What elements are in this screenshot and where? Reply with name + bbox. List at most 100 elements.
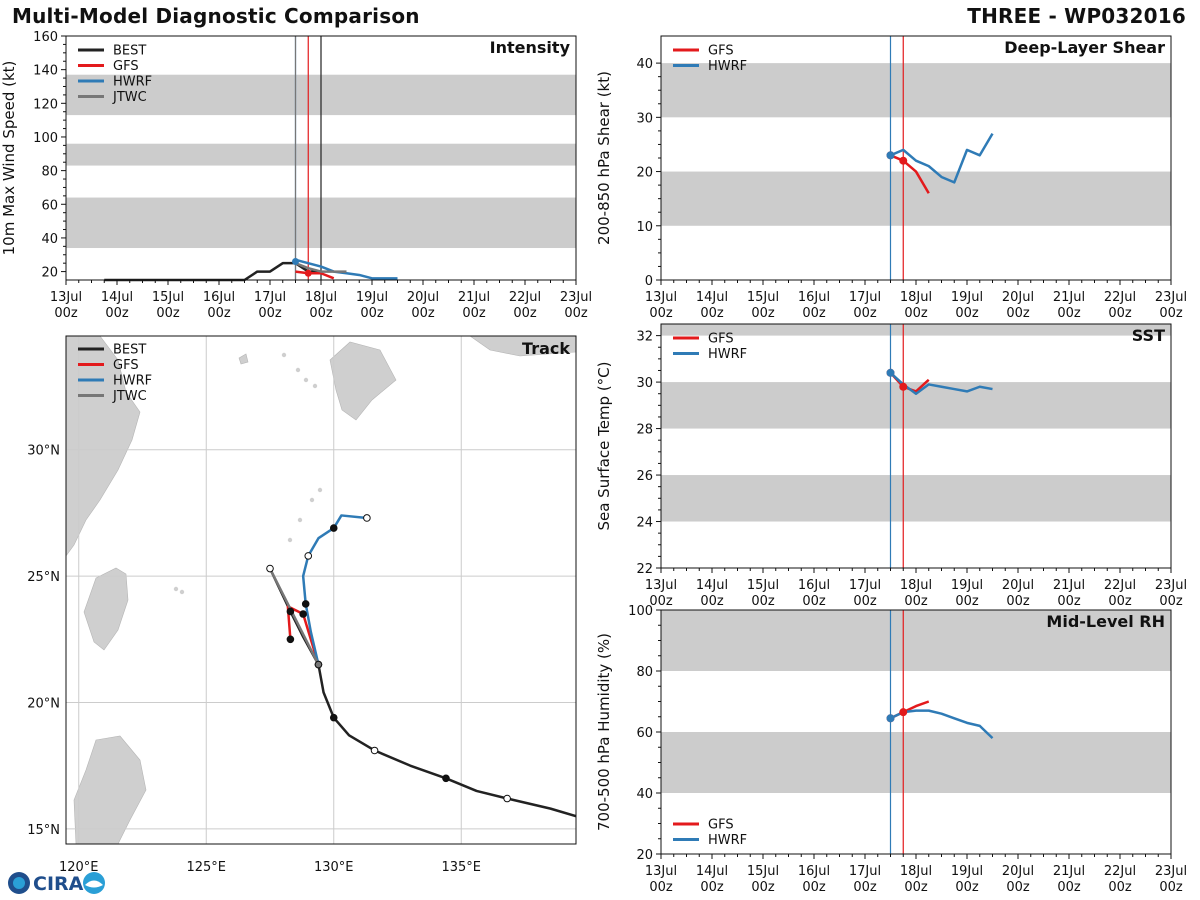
rh-x-tick-label: 00z (1057, 880, 1081, 895)
philippines-land (73, 735, 147, 844)
island-land (238, 353, 249, 365)
sst-y-tick-label: 24 (636, 516, 653, 531)
track-x-tick-label: 120°E (59, 860, 99, 875)
shear-y-tick-label: 40 (636, 57, 653, 72)
sst-x-tick-label: 22Jul (1104, 578, 1136, 593)
shear-x-tick-label: 15Jul (747, 290, 779, 305)
track-x-tick-label: 130°E (314, 860, 354, 875)
intensity-y-tick-label: 160 (33, 30, 58, 45)
shear-x-tick-label: 00z (751, 306, 775, 321)
track-position-marker (442, 774, 450, 783)
shear-x-tick-label: 22Jul (1104, 290, 1136, 305)
logo-text: CIRA (33, 873, 84, 895)
shear-x-tick-label: 00z (1006, 306, 1030, 321)
sst-x-tick-label: 14Jul (696, 578, 728, 593)
small-island-land (287, 537, 293, 543)
shear-x-tick-label: 00z (1108, 306, 1132, 321)
shear-series-hwrf (890, 132, 994, 184)
small-island-land (303, 377, 309, 383)
track-plot-area (66, 336, 576, 844)
rh-x-tick-label: 14Jul (696, 864, 728, 879)
track-frame (65, 335, 577, 845)
intensity-x-tick-label: 00z (411, 306, 435, 321)
shear-legend-label-gfs: GFS (708, 44, 734, 59)
shear-x-tick-label: 00z (802, 306, 826, 321)
shear-y-tick-label: 10 (636, 220, 653, 235)
rh-x-tick-label: 00z (853, 880, 877, 895)
track-position-marker (363, 514, 371, 522)
intensity-y-tick-label: 20 (41, 266, 58, 281)
shear-y-axis-label: 200-850 hPa Shear (kt) (595, 71, 613, 245)
track-position-marker (314, 660, 323, 669)
sst-x-tick-label: 00z (1159, 594, 1183, 609)
intensity-x-tick-label: 00z (156, 306, 180, 321)
rh-x-tick-label: 00z (751, 880, 775, 895)
sst-x-tick-label: 00z (853, 594, 877, 609)
rh-y-axis-label: 700-500 hPa Humidity (%) (595, 633, 613, 831)
shear-x-tick-label: 00z (853, 306, 877, 321)
sst-x-tick-label: 00z (1057, 594, 1081, 609)
shear-x-tick-label: 00z (700, 306, 724, 321)
rh-x-tick-label: 00z (649, 880, 673, 895)
rh-y-tick-label: 40 (636, 787, 653, 802)
intensity-y-axis-label: 10m Max Wind Speed (kt) (0, 61, 18, 256)
intensity-x-tick-label: 00z (462, 306, 486, 321)
rh-x-tick-label: 23Jul (1155, 864, 1187, 879)
intensity-x-tick-label: 00z (513, 306, 537, 321)
sst-x-tick-label: 18Jul (900, 578, 932, 593)
intensity-x-tick-label: 00z (54, 306, 78, 321)
rh-x-tick-label: 22Jul (1104, 864, 1136, 879)
track-legend-label-gfs: GFS (113, 358, 139, 373)
small-island-land (179, 589, 185, 595)
intensity-legend-label-hwrf: HWRF (113, 75, 152, 90)
rh-x-tick-label: 00z (1159, 880, 1183, 895)
shear-x-tick-label: 00z (649, 306, 673, 321)
shear-x-tick-label: 13Jul (645, 290, 677, 305)
sst-x-tick-label: 16Jul (798, 578, 830, 593)
intensity-y-tick-label: 60 (41, 198, 58, 213)
sst-y-tick-label: 26 (636, 469, 653, 484)
sst-legend-label-hwrf: HWRF (708, 347, 747, 362)
intensity-panel-title: Intensity (490, 38, 571, 57)
intensity-x-tick-label: 20Jul (407, 290, 439, 305)
sst-x-tick-label: 20Jul (1002, 578, 1034, 593)
rh-x-tick-label: 00z (700, 880, 724, 895)
figure-title: Multi-Model Diagnostic Comparison (12, 4, 420, 28)
sst-x-tick-label: 17Jul (849, 578, 881, 593)
shear-x-tick-label: 00z (1159, 306, 1183, 321)
sst-x-tick-label: 19Jul (951, 578, 983, 593)
intensity-x-tick-label: 00z (207, 306, 231, 321)
intensity-x-tick-label: 13Jul (50, 290, 82, 305)
track-position-marker (304, 552, 313, 560)
track-position-marker (299, 610, 307, 618)
shear-x-tick-label: 19Jul (951, 290, 983, 305)
sst-y-tick-label: 32 (636, 330, 653, 345)
sst-x-tick-label: 15Jul (747, 578, 779, 593)
sst-shaded-band (661, 475, 1171, 522)
rh-x-tick-label: 00z (802, 880, 826, 895)
intensity-series-gfs (295, 270, 335, 280)
intensity-y-tick-label: 40 (41, 232, 58, 247)
track-position-marker (329, 524, 338, 532)
sst-plot-area (661, 324, 1171, 568)
rh-x-tick-label: 00z (1108, 880, 1132, 895)
intensity-x-tick-label: 00z (309, 306, 333, 321)
shear-y-tick-label: 30 (636, 111, 653, 126)
intensity-x-tick-label: 00z (360, 306, 384, 321)
shear-marker (899, 156, 908, 165)
intensity-x-tick-label: 00z (258, 306, 282, 321)
track-position-marker (286, 607, 295, 616)
track-legend-label-hwrf: HWRF (113, 374, 152, 389)
rh-x-tick-label: 18Jul (900, 864, 932, 879)
track-x-tick-label: 125°E (186, 860, 226, 875)
sst-x-tick-label: 00z (802, 594, 826, 609)
sst-series-hwrf (889, 371, 993, 395)
rh-x-tick-label: 19Jul (951, 864, 983, 879)
track-position-marker (329, 713, 338, 722)
sst-x-tick-label: 00z (904, 594, 928, 609)
rh-y-tick-label: 100 (628, 604, 653, 619)
sst-x-tick-label: 13Jul (645, 578, 677, 593)
rh-y-tick-label: 20 (636, 848, 653, 863)
shear-x-tick-label: 20Jul (1002, 290, 1034, 305)
intensity-marker (304, 269, 312, 277)
